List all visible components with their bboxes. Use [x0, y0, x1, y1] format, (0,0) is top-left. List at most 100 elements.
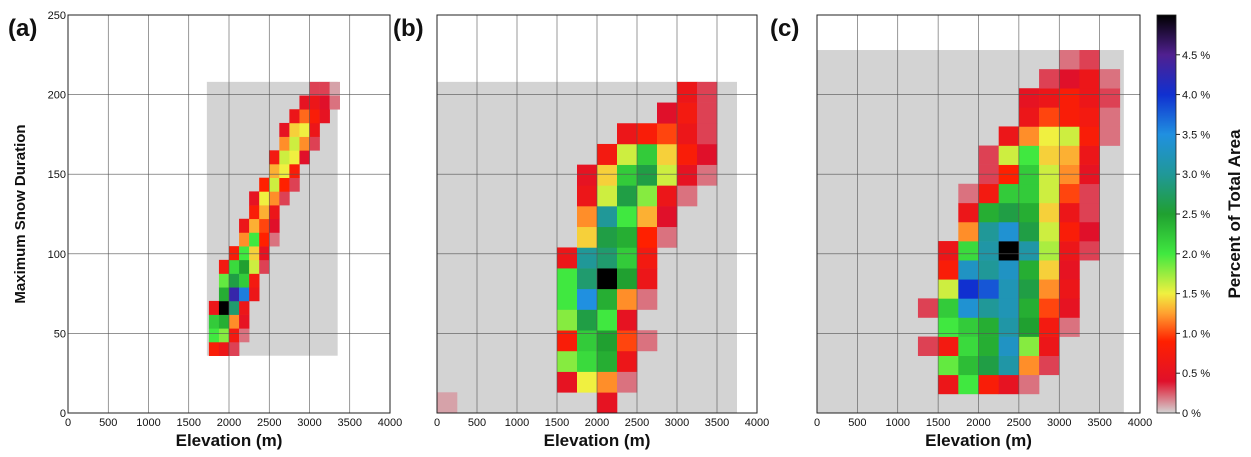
x-tick-label: 3500: [1087, 417, 1111, 429]
heatmap-cell: [617, 288, 638, 310]
x-tick-label: 500: [468, 417, 486, 429]
x-tick-label: 1500: [926, 417, 950, 429]
heatmap-cell: [637, 143, 658, 165]
heatmap-cell: [657, 164, 678, 186]
heatmap-cell: [998, 260, 1020, 280]
heatmap-cell: [1039, 69, 1060, 89]
heatmap-cell: [637, 247, 658, 269]
heatmap-cell: [998, 221, 1020, 242]
heatmap-cell: [998, 279, 1020, 299]
heatmap-cell: [218, 287, 230, 302]
heatmap-cell: [1059, 317, 1080, 337]
heatmap-cell: [597, 350, 618, 372]
heatmap-cell: [697, 143, 718, 165]
colorbar-label: Percent of Total Area: [1225, 129, 1244, 299]
heatmap-cell: [1039, 126, 1060, 146]
heatmap-cell: [657, 206, 678, 228]
heatmap-cell: [1059, 126, 1080, 146]
heatmap-cell: [938, 298, 959, 318]
heatmap-cell: [1059, 69, 1080, 89]
x-tick-label: 1000: [886, 417, 910, 429]
heatmap-cell: [319, 109, 330, 124]
heatmap-cell: [1039, 298, 1060, 318]
heatmap-cell: [597, 392, 618, 414]
heatmap-cell: [597, 206, 618, 228]
colorbar-tick-label: 3.5 %: [1182, 129, 1210, 141]
heatmap-cell: [289, 109, 300, 124]
x-tick-label: 500: [848, 417, 866, 429]
heatmap-cell: [218, 300, 230, 315]
heatmap-cell: [269, 218, 280, 233]
heatmap-cell: [1018, 374, 1040, 395]
heatmap-cell: [998, 145, 1020, 165]
heatmap-cell: [259, 191, 270, 206]
heatmap-cell: [1039, 355, 1060, 376]
heatmap-cell: [617, 206, 638, 228]
heatmap-cell: [239, 273, 250, 288]
heatmap-cell: [1059, 145, 1080, 165]
heatmap-cell: [958, 298, 979, 318]
heatmap-cell: [978, 279, 999, 299]
x-tick-label: 1500: [545, 417, 569, 429]
panel-label: (b): [393, 15, 424, 42]
heatmap-cell: [617, 185, 638, 207]
y-tick-label: 100: [48, 249, 66, 261]
heatmap-cell: [1079, 69, 1100, 89]
heatmap-cell: [259, 246, 270, 261]
heatmap-cell: [657, 143, 678, 165]
heatmap-cell: [1018, 107, 1040, 127]
heatmap-cell: [938, 355, 959, 376]
heatmap-cell: [998, 202, 1020, 223]
heatmap-cell: [1079, 126, 1100, 146]
heatmap-cell: [269, 191, 280, 206]
heatmap-cell: [978, 336, 999, 356]
heatmap-cell: [917, 336, 939, 356]
heatmap-cell: [597, 288, 618, 310]
heatmap-cell: [998, 336, 1020, 356]
heatmap-cell: [1059, 221, 1080, 242]
y-tick-label: 0: [60, 408, 66, 420]
heatmap-cell: [1039, 202, 1060, 223]
heatmap-cell: [299, 136, 310, 151]
heatmap-cell: [938, 336, 959, 356]
x-axis-label: Elevation (m): [925, 431, 1032, 450]
heatmap-cell: [1059, 88, 1080, 108]
heatmap-cell: [617, 123, 638, 145]
heatmap-cell: [208, 341, 220, 356]
heatmap-cell: [309, 109, 320, 124]
colorbar-tick-label: 2.0 %: [1182, 249, 1210, 261]
heatmap-cell: [1059, 279, 1080, 299]
heatmap-cell: [309, 122, 320, 137]
heatmap-cell: [1099, 107, 1121, 127]
heatmap-cell: [978, 355, 999, 376]
heatmap-cell: [1018, 241, 1040, 261]
heatmap-cell: [1079, 183, 1100, 204]
heatmap-cell: [597, 371, 618, 393]
x-tick-label: 2000: [966, 417, 990, 429]
heatmap-cell: [229, 246, 240, 261]
heatmap-cell: [1059, 50, 1080, 70]
heatmap-cell: [617, 143, 638, 165]
heatmap-cell: [309, 136, 320, 151]
heatmap-cell: [218, 273, 230, 288]
heatmap-cell: [617, 247, 638, 269]
heatmap-cell: [259, 232, 270, 247]
heatmap-cell: [289, 177, 300, 192]
heatmap-cell: [577, 185, 598, 207]
heatmap-cell: [319, 95, 330, 110]
panel-label: (a): [8, 15, 37, 42]
heatmap-cell: [617, 268, 638, 290]
heatmap-cell: [938, 241, 959, 261]
heatmap-cell: [958, 317, 979, 337]
colorbar-tick-label: 1.5 %: [1182, 289, 1210, 301]
y-tick-label: 150: [48, 169, 66, 181]
heatmap-cell: [208, 328, 220, 343]
heatmap-cell: [229, 341, 240, 356]
heatmap-cell: [259, 218, 270, 233]
heatmap-cell: [958, 355, 979, 376]
x-tick-label: 1000: [505, 417, 529, 429]
heatmap-cell: [1018, 279, 1040, 299]
heatmap-cell: [1059, 260, 1080, 280]
heatmap-cell: [1018, 126, 1040, 146]
